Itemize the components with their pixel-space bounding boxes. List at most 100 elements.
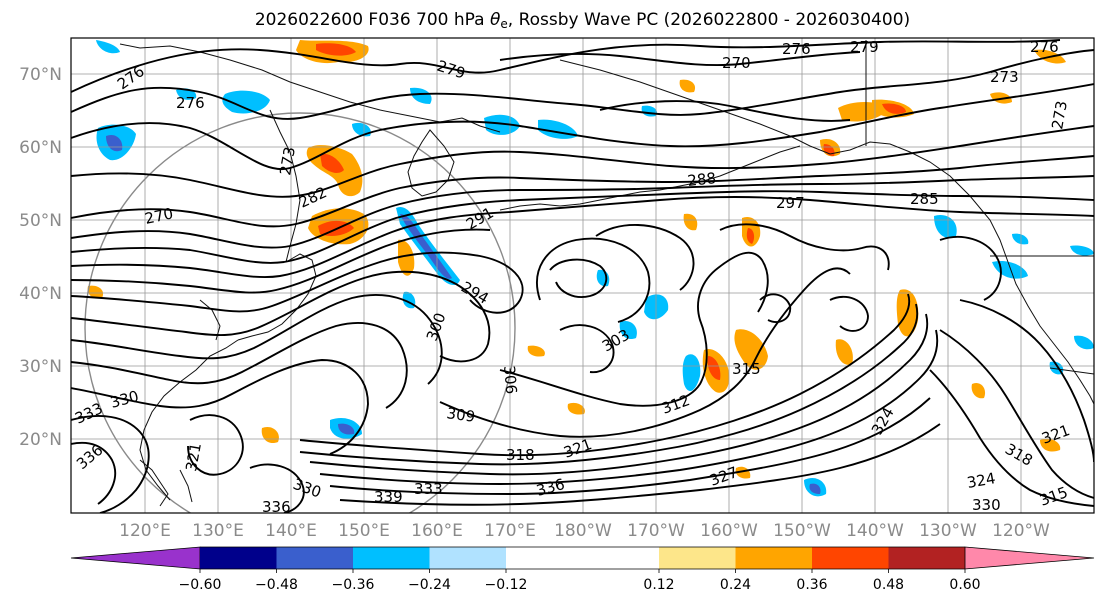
coastline-china — [139, 339, 239, 501]
lon-tick-label: 140°E — [265, 521, 317, 541]
contour-line — [71, 196, 1094, 279]
shade-blob — [96, 40, 120, 54]
contour-line — [929, 369, 1094, 507]
title-subscript: e — [500, 17, 508, 31]
colorbar-segment — [659, 547, 736, 569]
contour-label: 273 — [990, 68, 1019, 86]
lon-tick-label: 170°E — [484, 521, 536, 541]
contour-label: 297 — [776, 194, 805, 212]
colorbar-segment — [276, 547, 353, 569]
lon-tick-label: 130°E — [192, 521, 244, 541]
contour-line — [299, 303, 919, 466]
contour-line — [439, 267, 851, 438]
contour-line — [939, 329, 1094, 499]
coastline-asia — [119, 43, 501, 133]
shade-blob — [316, 43, 356, 56]
shade-blob — [1070, 245, 1094, 256]
contour-line — [319, 329, 939, 485]
lon-ticks: 120°E 130°E 140°E 150°E 160°E 170°E 180°… — [119, 521, 1050, 541]
colorbar-extend-low — [70, 546, 201, 570]
contour-line — [959, 299, 1094, 463]
contour-label: 285 — [910, 190, 939, 208]
contour-line — [71, 175, 1094, 249]
colorbar-tick-label: 0.60 — [949, 577, 980, 593]
contour-label: 276 — [782, 40, 811, 58]
colorbar-tick-label: 0.12 — [643, 577, 674, 593]
contour-label: 318 — [506, 446, 535, 464]
colorbar-tick-label: 0.24 — [720, 577, 751, 593]
contour-line — [71, 190, 1094, 264]
colorbar: −0.60 −0.48 −0.36 −0.24 −0.12 0.12 0.24 0.36 0.4… — [70, 546, 1095, 593]
contour-line — [499, 251, 769, 407]
coastline-kamchatka — [407, 129, 455, 197]
graticule — [71, 38, 1094, 513]
shade-blob — [567, 402, 585, 415]
shade-blob — [1074, 335, 1094, 350]
shade-blob — [1012, 233, 1029, 245]
colorbar-segment — [735, 547, 812, 569]
shade-blob — [734, 329, 768, 370]
colorbar-tick-label: −0.36 — [332, 577, 375, 593]
lon-tick-label: 160°W — [700, 521, 758, 541]
contour-line — [71, 39, 1061, 93]
title-prefix: 2026022600 F036 700 hPa — [254, 10, 490, 30]
title-suffix: , Rossby Wave PC (2026022800 - 202603040… — [507, 10, 911, 30]
contour-label: 273 — [1048, 99, 1071, 130]
contour-line — [299, 293, 911, 457]
contour-line — [71, 49, 1094, 120]
contour-label: 309 — [445, 404, 476, 426]
contour-label: 270 — [143, 204, 175, 228]
shade-blob — [682, 354, 701, 391]
contour-label: 321 — [182, 441, 205, 472]
shade-blob — [527, 345, 545, 357]
shade-blob — [809, 483, 821, 494]
contour-line — [71, 83, 1094, 171]
contour-label: 330 — [972, 496, 1001, 514]
contour-line — [595, 224, 695, 291]
contour-line — [329, 397, 931, 495]
contour-label: 276 — [176, 94, 205, 112]
contour-line — [719, 223, 890, 271]
coastline-aleutians — [499, 145, 801, 211]
title-symbol: θ — [490, 10, 501, 30]
colorbar-tick-label: −0.60 — [179, 577, 222, 593]
lon-tick-label: 130°W — [919, 521, 977, 541]
shade-blob — [410, 87, 432, 104]
colorbar-tick-label: −0.24 — [408, 577, 451, 593]
shade-blob — [934, 214, 957, 238]
colorbar-extend-high — [964, 546, 1095, 570]
contour-label: 315 — [732, 360, 761, 378]
plot-frame — [70, 37, 1095, 514]
shade-blob — [619, 320, 637, 340]
lon-tick-label: 160°E — [411, 521, 463, 541]
shade-blob — [707, 356, 721, 380]
contour-line — [499, 51, 861, 67]
contour-line — [71, 251, 524, 314]
shade-blob — [320, 153, 344, 173]
lat-tick-label: 20°N — [19, 430, 62, 450]
shade-blob — [835, 339, 853, 365]
shade-blob — [679, 79, 696, 93]
contour-label: 339 — [374, 488, 403, 506]
colorbar-segment — [888, 547, 965, 569]
shading-layer — [87, 40, 1094, 497]
shade-blob — [398, 239, 415, 276]
coastline-na-west — [1007, 261, 1094, 405]
lon-tick-label: 150°W — [773, 521, 831, 541]
influence-circle — [84, 112, 516, 513]
contour-label: 279 — [850, 38, 879, 56]
contours — [71, 39, 1094, 513]
contour-line — [339, 423, 941, 506]
lat-tick-label: 70°N — [19, 65, 62, 85]
colorbar-tick-label: −0.12 — [485, 577, 528, 593]
contour-line — [71, 228, 491, 294]
contour-label: 273 — [276, 145, 299, 176]
lat-ticks: 70°N 60°N 50°N 40°N 30°N 20°N — [19, 65, 62, 450]
lat-tick-label: 30°N — [19, 357, 62, 377]
contour-label: 288 — [687, 169, 717, 190]
contour-line — [71, 294, 443, 385]
shade-blob — [1040, 438, 1061, 452]
contour-line — [71, 322, 408, 409]
lon-tick-label: 120°E — [119, 521, 171, 541]
lat-tick-label: 60°N — [19, 138, 62, 158]
